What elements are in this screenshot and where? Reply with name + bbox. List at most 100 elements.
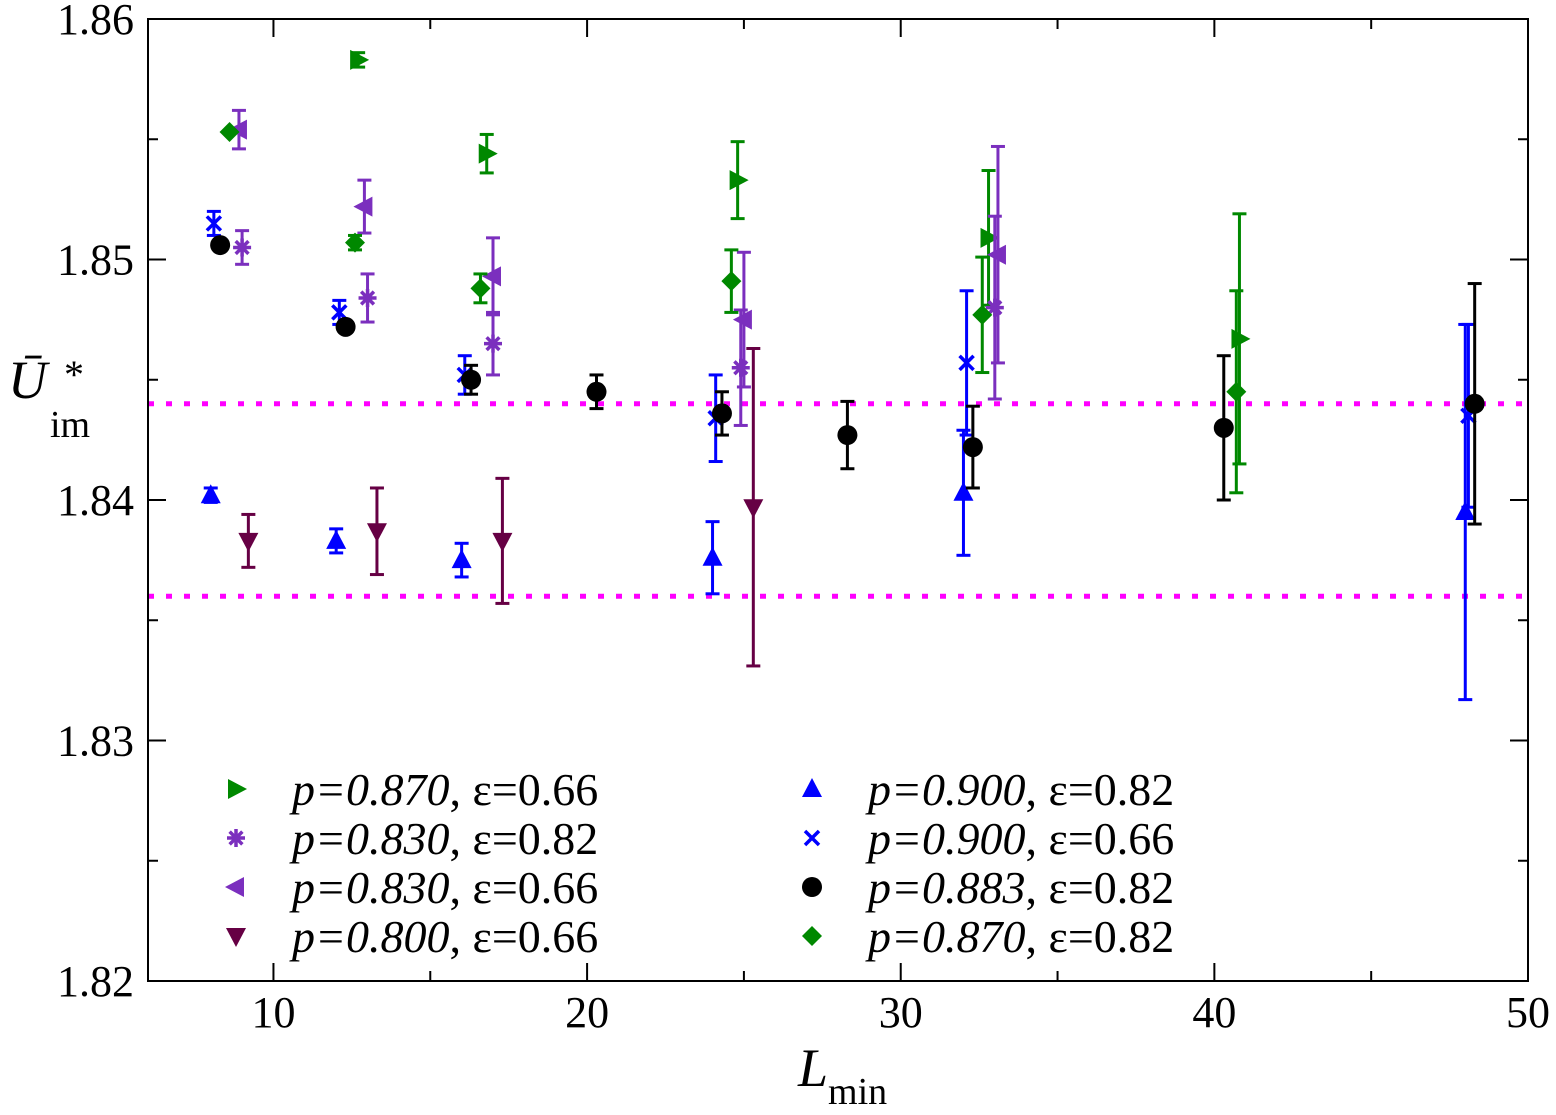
data-point [586,381,607,402]
legend-label-eps: , ε=0.82 [1026,764,1175,815]
data-point [1455,501,1476,521]
data-point [492,532,513,552]
y-axis-label-sup: * [64,352,84,397]
x-tick-label: 40 [1192,988,1236,1037]
data-point [1213,417,1234,438]
legend-marker [228,779,247,799]
legend-label-p: p=0.870 [865,911,1026,962]
data-point [1464,393,1485,414]
data-point [353,196,373,217]
legend-marker [802,926,822,946]
data-point [711,403,732,424]
legend-label: p=0.883, ε=0.82 [865,862,1174,913]
series-triangle-right [350,49,1251,466]
data-point [478,143,498,164]
legend-item: p=0.900, ε=0.66 [803,813,1175,864]
data-point [210,235,231,256]
legend-label: p=0.870, ε=0.82 [865,911,1174,962]
data-point [958,354,975,372]
legend: p=0.870, ε=0.66p=0.830, ε=0.82p=0.830, ε… [225,764,1174,962]
data-point [451,549,472,569]
data-point [986,244,1006,265]
x-axis-label-sub: min [828,1071,887,1113]
legend-item: p=0.800, ε=0.66 [226,911,598,962]
data-point [953,481,974,501]
data-point [482,266,501,287]
legend-label-p: p=0.870 [289,764,450,815]
series-layer [200,49,1485,702]
series-x [205,209,1477,509]
legend-label-p: p=0.800 [289,911,450,962]
legend-label: p=0.870, ε=0.66 [289,764,598,815]
data-point [366,523,387,543]
tick-labels: 10 20 30 40 50 1.82 1.83 1.84 1.85 1.86 [57,0,1550,1037]
legend-marker [803,829,821,847]
legend-label: p=0.830, ε=0.66 [289,862,598,913]
data-point [205,215,223,232]
x-tick-label: 10 [251,988,295,1037]
data-point [358,288,377,307]
legend-item: p=0.830, ε=0.82 [227,813,598,864]
x-axis-label: Lmin [797,1038,887,1113]
legend-label-eps: , ε=0.66 [450,911,599,962]
data-point [200,484,221,504]
data-point [962,437,983,458]
legend-item: p=0.870, ε=0.66 [228,764,598,815]
data-point [1226,381,1247,402]
data-point [345,232,365,253]
data-point [743,499,764,519]
series-diamond [219,122,1247,495]
data-point [729,170,749,191]
data-point [350,49,370,70]
y-axis-label-main: Ū [8,350,50,410]
data-point [731,358,750,377]
legend-label-eps: , ε=0.66 [1026,813,1175,864]
legend-marker [225,877,244,897]
data-point [238,532,259,552]
series-star [233,214,1004,427]
y-tick-label: 1.86 [57,0,134,44]
data-point [227,119,247,140]
x-tick-label: 30 [879,988,923,1037]
legend-label-eps: , ε=0.82 [450,813,599,864]
y-tick-label: 1.85 [57,236,134,285]
y-axis-label-sub: im [50,404,90,446]
y-tick-label: 1.84 [57,476,134,525]
legend-label: p=0.800, ε=0.66 [289,911,598,962]
data-point [233,238,252,257]
x-tick-label: 50 [1506,988,1550,1037]
data-point [461,369,482,390]
legend-label-p: p=0.900 [865,813,1026,864]
axis-ticks [148,18,1529,982]
legend-marker [802,877,822,897]
data-point [702,546,723,566]
data-point [470,278,491,299]
data-point [980,227,1000,248]
y-tick-label: 1.82 [57,957,134,1006]
data-point [219,122,240,143]
legend-marker [227,829,245,847]
series-triangle-up [200,322,1476,702]
y-axis-label: Ū * im [8,350,90,446]
legend-label: p=0.830, ε=0.82 [289,813,598,864]
legend-label-p: p=0.883 [865,862,1026,913]
reference-lines [148,401,1528,599]
data-point [972,304,993,325]
legend-marker [226,928,246,947]
data-point [985,298,1004,317]
data-point [335,316,356,337]
series-triangle-left [227,108,1006,389]
legend-item: p=0.830, ε=0.66 [225,862,598,913]
legend-label: p=0.900, ε=0.82 [865,764,1174,815]
data-point [721,271,742,292]
legend-label-p: p=0.830 [289,813,450,864]
legend-label-eps: , ε=0.66 [450,862,599,913]
data-point [484,334,502,353]
legend-label-eps: , ε=0.66 [450,764,599,815]
series-triangle-down [238,346,764,668]
legend-label-eps: , ε=0.82 [1026,862,1175,913]
x-tick-label: 20 [565,988,609,1037]
data-point [732,309,752,330]
legend-item: p=0.900, ε=0.82 [802,764,1174,815]
